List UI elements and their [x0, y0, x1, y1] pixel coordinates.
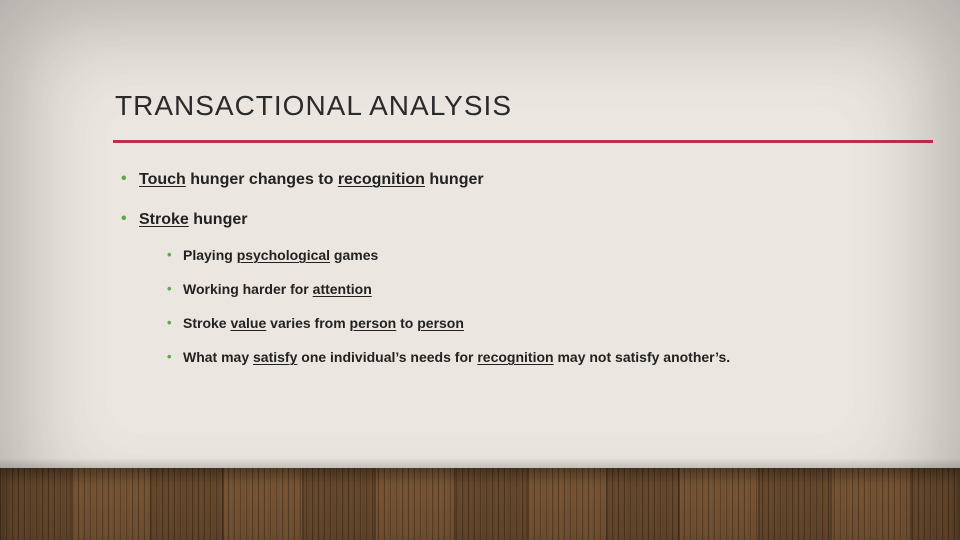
- text-run: Playing: [183, 247, 237, 263]
- title-rule: [113, 140, 933, 143]
- bullet-list: Touch hunger changes to recognition hung…: [115, 171, 900, 365]
- text-run: varies from: [266, 315, 349, 331]
- underlined-text: satisfy: [253, 349, 297, 365]
- underlined-text: person: [417, 315, 464, 331]
- underlined-text: Stroke: [139, 211, 189, 228]
- underlined-text: recognition: [338, 171, 425, 188]
- text-run: may not satisfy another’s.: [554, 349, 731, 365]
- underlined-text: recognition: [477, 349, 553, 365]
- sub-bullet-item: Working harder for attention: [167, 281, 900, 297]
- text-run: Stroke: [183, 315, 230, 331]
- underlined-text: psychological: [237, 247, 330, 263]
- text-run: What may: [183, 349, 253, 365]
- bullet-item: Stroke hunger Playing psychological games…: [121, 211, 900, 365]
- underlined-text: value: [230, 315, 266, 331]
- text-run: to: [396, 315, 417, 331]
- sub-bullet-list: Playing psychological games Working harde…: [139, 247, 900, 365]
- bullet-item: Touch hunger changes to recognition hung…: [121, 171, 900, 189]
- sub-bullet-item: What may satisfy one individual’s needs …: [167, 349, 900, 365]
- text-run: one individual’s needs for: [297, 349, 477, 365]
- text-run: hunger: [189, 211, 248, 228]
- text-run: hunger changes to: [186, 171, 338, 188]
- text-run: Working harder for: [183, 281, 313, 297]
- sub-bullet-item: Stroke value varies from person to perso…: [167, 315, 900, 331]
- underlined-text: attention: [313, 281, 372, 297]
- floor-shadow: [0, 458, 960, 468]
- wood-floor: [0, 468, 960, 540]
- text-run: hunger: [425, 171, 484, 188]
- text-run: games: [330, 247, 378, 263]
- sub-bullet-item: Playing psychological games: [167, 247, 900, 263]
- underlined-text: Touch: [139, 171, 186, 188]
- slide: TRANSACTIONAL ANALYSIS Touch hunger chan…: [0, 0, 960, 540]
- content-area: TRANSACTIONAL ANALYSIS Touch hunger chan…: [115, 90, 900, 387]
- slide-title: TRANSACTIONAL ANALYSIS: [115, 90, 900, 122]
- underlined-text: person: [350, 315, 397, 331]
